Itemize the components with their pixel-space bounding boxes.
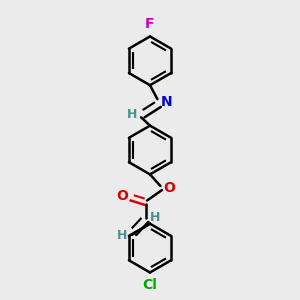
- Text: H: H: [117, 229, 128, 242]
- Text: N: N: [161, 94, 172, 109]
- Text: H: H: [127, 107, 137, 121]
- Text: F: F: [145, 17, 155, 31]
- Text: H: H: [150, 211, 161, 224]
- Text: O: O: [116, 189, 128, 203]
- Text: O: O: [164, 181, 176, 195]
- Text: Cl: Cl: [142, 278, 158, 292]
